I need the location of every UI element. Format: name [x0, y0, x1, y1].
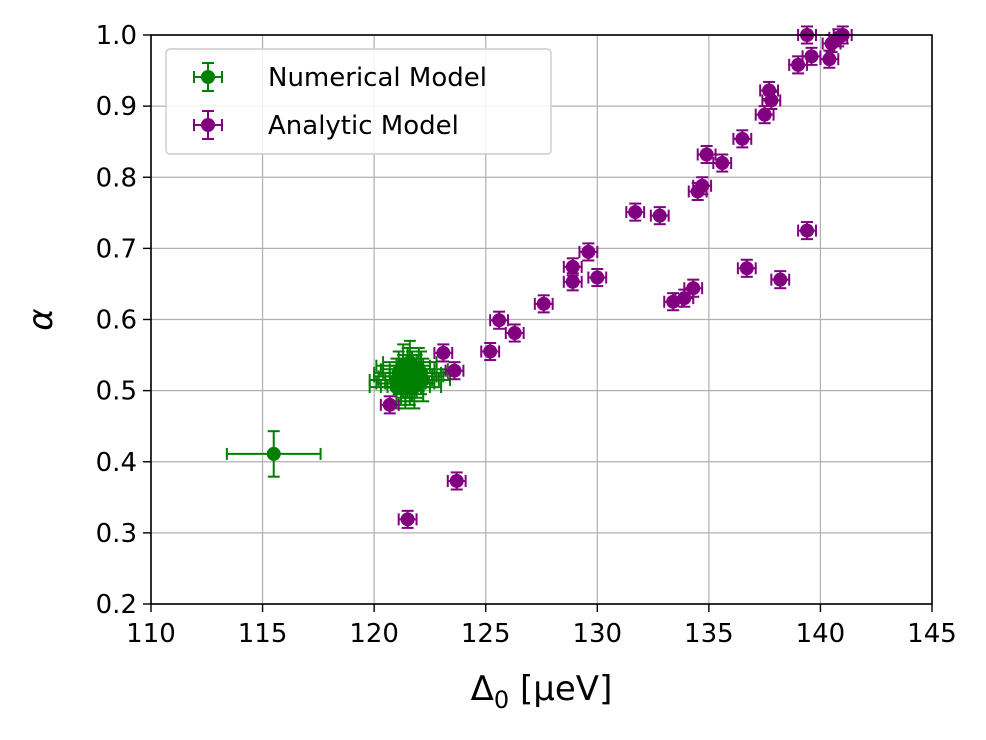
- data-point: [761, 90, 782, 110]
- data-point: [801, 46, 822, 66]
- data-point: [692, 176, 713, 196]
- marker: [449, 473, 464, 488]
- x-tick-label: 140: [796, 619, 846, 649]
- data-point: [649, 206, 670, 226]
- data-point: [578, 242, 599, 262]
- axis-ticks: 110 115 120 125 130 135 140 145 0.2 0.3 0.4 0.5 0.6 0…: [96, 21, 957, 649]
- marker: [804, 49, 819, 64]
- y-tick-label: 0.9: [96, 92, 137, 122]
- marker: [800, 223, 815, 238]
- y-tick-label: 0.8: [96, 163, 137, 193]
- data-point: [788, 55, 809, 75]
- marker: [739, 261, 754, 276]
- data-point: [754, 105, 775, 125]
- data-point: [504, 323, 525, 343]
- x-tick-label: 145: [907, 619, 957, 649]
- data-point: [625, 202, 646, 222]
- data-point: [397, 509, 418, 529]
- data-point: [384, 357, 440, 403]
- data-point: [712, 153, 733, 173]
- marker: [405, 372, 420, 387]
- marker: [735, 131, 750, 146]
- marker: [590, 270, 605, 285]
- x-tick-label: 135: [684, 619, 734, 649]
- data-point: [480, 341, 501, 362]
- marker: [565, 274, 580, 289]
- marker: [536, 296, 551, 311]
- data-point: [433, 343, 454, 363]
- data-point: [683, 278, 704, 298]
- x-tick-label: 110: [126, 619, 176, 649]
- y-tick-label: 0.3: [96, 519, 137, 549]
- y-tick-label: 1.0: [96, 21, 137, 51]
- data-point: [587, 268, 608, 288]
- data-point: [562, 272, 583, 292]
- legend: Numerical Model Analytic Model: [165, 48, 552, 155]
- y-tick-label: 0.2: [96, 590, 137, 620]
- y-tick-label: 0.7: [96, 234, 137, 264]
- data-point: [446, 471, 467, 491]
- marker: [400, 512, 415, 527]
- y-tick-label: 0.4: [96, 448, 137, 478]
- marker: [652, 208, 667, 223]
- x-tick-label: 120: [349, 619, 399, 649]
- data-point: [489, 310, 510, 330]
- legend-box: [165, 48, 552, 155]
- marker: [483, 344, 498, 359]
- marker: [699, 147, 714, 162]
- legend-label: Analytic Model: [268, 111, 459, 141]
- marker: [715, 156, 730, 171]
- marker: [677, 291, 692, 306]
- marker: [436, 345, 451, 360]
- data-point: [732, 129, 753, 149]
- legend-label: Numerical Model: [268, 63, 487, 93]
- legend-entry: Analytic Model: [193, 110, 459, 141]
- data-point: [533, 294, 554, 314]
- x-tick-label: 125: [461, 619, 511, 649]
- marker: [822, 52, 837, 67]
- y-tick-label: 0.5: [96, 377, 137, 407]
- marker: [581, 244, 596, 259]
- numerical-model-series: [225, 339, 452, 478]
- data-point: [379, 395, 400, 415]
- marker: [757, 107, 772, 122]
- legend-entry: Numerical Model: [193, 62, 487, 93]
- marker: [507, 326, 522, 341]
- marker: [695, 178, 710, 193]
- marker: [447, 363, 462, 378]
- data-point: [819, 49, 840, 69]
- data-point: [696, 144, 717, 165]
- data-marks: [225, 25, 853, 529]
- data-point: [770, 270, 791, 290]
- legend-marker: [201, 118, 215, 132]
- legend-marker: [201, 70, 215, 84]
- x-axis-label: Δ0 [μeV]: [471, 669, 613, 714]
- y-axis-label: α: [21, 308, 61, 330]
- data-point: [225, 430, 322, 478]
- marker: [565, 259, 580, 274]
- x-tick-label: 130: [572, 619, 622, 649]
- analytic-model-series: [379, 25, 853, 529]
- marker: [628, 205, 643, 220]
- x-tick-label: 115: [238, 619, 288, 649]
- data-point: [797, 221, 817, 241]
- marker: [773, 272, 788, 287]
- marker: [492, 313, 507, 328]
- marker: [266, 446, 281, 461]
- marker: [686, 281, 701, 296]
- marker: [382, 397, 397, 412]
- data-point: [444, 361, 465, 381]
- data-point: [736, 258, 757, 278]
- marker: [764, 93, 779, 108]
- y-tick-label: 0.6: [96, 306, 137, 336]
